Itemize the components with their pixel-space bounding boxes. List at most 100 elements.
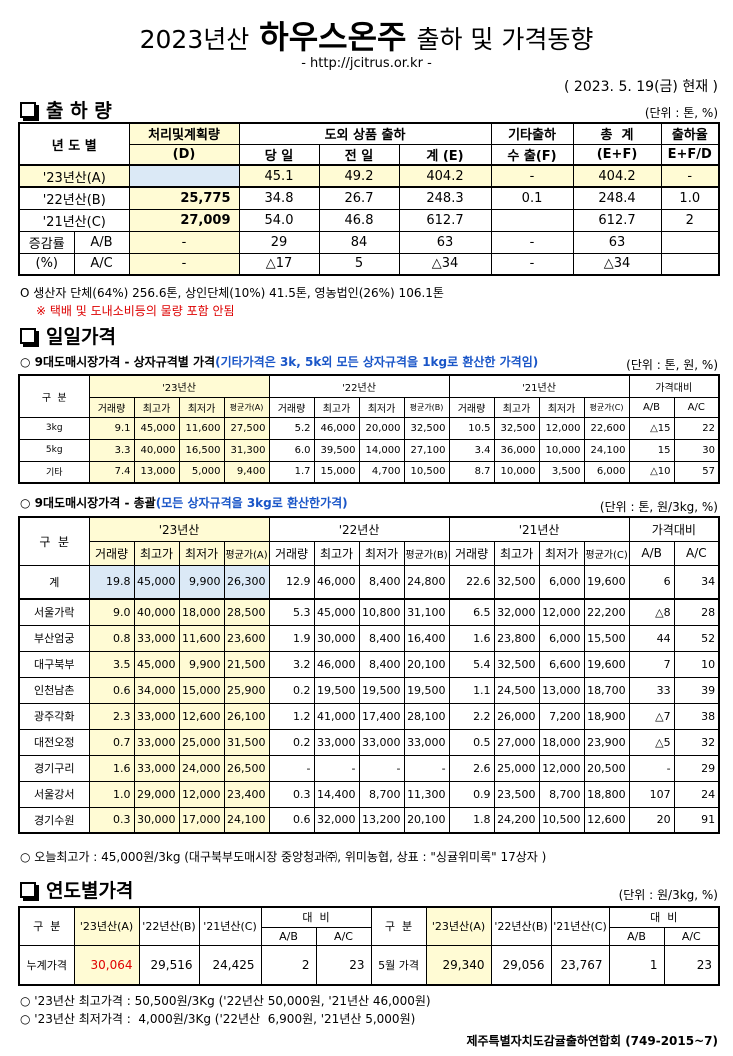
table-cell: 1.1	[448, 676, 495, 704]
note: ※ 택배 및 도내소비등의 물량 포함 안됨	[36, 304, 235, 318]
title-rest: 출하 및 가격동향	[416, 25, 594, 54]
header-cell: 평균가(B)	[403, 396, 450, 418]
header-cell: '22년산	[268, 374, 450, 398]
title: 2023년산 하우스온주 출하 및 가격동향	[0, 12, 733, 58]
header-row: A/B A/C A/B A/C	[19, 926, 720, 946]
table-cell: 19,500	[358, 676, 405, 704]
box-price-table: 구 분 '23년산 '22년산 '21년산 가격대비 거래량 최고가 최저가 평균가(A) 거래량…	[18, 374, 720, 484]
table-cell: 23,600	[223, 624, 270, 652]
table-cell: 1.6	[448, 624, 495, 652]
header-cell: 평균가(C)	[583, 540, 630, 566]
table-cell: 18,800	[583, 780, 630, 808]
table-cell: 45,000	[133, 564, 180, 600]
table: 구 분 '23년산 '22년산 '21년산 가격대비 거래량 최고가 최저가 평균가(A) 거래량…	[18, 516, 721, 834]
table-cell: 17,400	[358, 702, 405, 730]
header-cell: '21년산	[448, 374, 630, 398]
header-cell: '23년산(A)	[425, 906, 492, 946]
table-cell: 0.7	[88, 728, 135, 756]
header-cell: 최고가	[313, 396, 360, 418]
table-cell: 10,000	[493, 460, 540, 484]
table-cell: 9,400	[223, 460, 270, 484]
table-cell: 6,000	[538, 564, 585, 600]
table-cell: 22,200	[583, 598, 630, 626]
header-cell: 거래량	[88, 540, 135, 566]
table-cell: 12,000	[178, 780, 225, 808]
table-cell: -	[628, 754, 675, 782]
table-cell: 26,100	[223, 702, 270, 730]
table-cell: 29,516	[138, 944, 200, 986]
data-row: 대구북부 3.5 45,000 9,900 21,500 3.2 46,000 8,400 20…	[18, 650, 720, 678]
table-cell: 11,300	[403, 780, 450, 808]
table-cell: 2.3	[88, 702, 135, 730]
header-row: 거래량 최고가 최저가 평균가(A) 거래량 최고가 최저가 평균가(B) 거래량 최고가 최저가 평…	[19, 540, 720, 566]
table-cell: 248.4	[572, 186, 662, 210]
table-cell: △7	[628, 702, 675, 730]
table-cell: 49.2	[318, 164, 400, 188]
table-cell: 2.2	[448, 702, 495, 730]
header-cell: '21년산(C)	[198, 906, 262, 946]
header-cell: 최고가	[313, 540, 360, 566]
table-cell: 20,000	[358, 416, 405, 440]
table-cell: (%)	[18, 252, 75, 276]
table-cell: 5.2	[268, 416, 315, 440]
table-cell: 24,200	[493, 806, 540, 834]
table-cell: 9,900	[178, 564, 225, 600]
data-row: 부산엄궁 0.8 33,000 11,600 23,600 1.9 30,000 8,400 1…	[18, 624, 720, 652]
table-cell: -	[660, 164, 720, 188]
table-cell: 0.6	[268, 806, 315, 834]
table-cell: △34	[572, 252, 662, 276]
table-cell: 7,200	[538, 702, 585, 730]
header-cell: 최고가	[133, 396, 180, 418]
table-cell: 기타	[18, 460, 90, 484]
header-row: 구 분 '23년산 '22년산 '21년산 가격대비	[18, 374, 720, 418]
header-cell: 대 비	[608, 906, 720, 928]
table-cell: 19,600	[583, 650, 630, 678]
table-cell: 26,300	[223, 564, 270, 600]
header-cell: 평균가(B)	[403, 540, 450, 566]
header-row: 년 도 별 처리및계획량 도외 상품 출하 기타출하 총 계 출하율	[18, 122, 720, 166]
table-cell: 30,000	[313, 624, 360, 652]
table-cell: 1.8	[448, 806, 495, 834]
heading-text: 출 하 량	[46, 100, 112, 122]
table-cell: 6.5	[448, 598, 495, 626]
table-cell: 13,000	[538, 676, 585, 704]
subheading-text: ○ 9대도매시장가격 - 총괄	[20, 496, 156, 510]
table-cell: 서울강서	[18, 780, 90, 808]
header-cell: A/B	[608, 926, 665, 946]
table-cell: 1	[608, 944, 665, 986]
table-cell: 7.4	[88, 460, 135, 484]
table-cell: 24	[673, 780, 720, 808]
table-cell: 54.0	[238, 208, 320, 232]
header-cell: A/B	[260, 926, 317, 946]
table-cell: 25,900	[223, 676, 270, 704]
header-cell: '21년산	[448, 516, 630, 542]
table-cell: 8,400	[358, 650, 405, 678]
header-cell: 최저가	[358, 540, 405, 566]
table-cell: 16,500	[178, 438, 225, 462]
table-cell: 13,200	[358, 806, 405, 834]
table-cell: 40,000	[133, 598, 180, 626]
title-year: 2023년산	[139, 25, 250, 54]
table-cell: 41,000	[313, 702, 360, 730]
table-cell: 23,767	[550, 944, 610, 986]
unit: (단위 : 원/3kg, %)	[618, 888, 718, 902]
table-cell: 3kg	[18, 416, 90, 440]
subheading-note: (모든 상자규격을 3kg로 환산한가격)	[155, 496, 348, 510]
header-cell: 년 도 별	[18, 122, 130, 166]
table-cell: 30	[673, 438, 720, 462]
table-cell: 증감률	[18, 230, 75, 254]
header-cell: 거래량	[88, 396, 135, 418]
header-cell: 가격대비	[628, 374, 720, 398]
table-cell: 46,000	[313, 650, 360, 678]
table-cell: 22.6	[448, 564, 495, 600]
data-row: 광주각화 2.3 33,000 12,600 26,100 1.2 41,000 17,400…	[18, 702, 720, 730]
table-cell: 63	[572, 230, 662, 254]
table-cell: 6	[628, 564, 675, 600]
table-cell: 3.3	[88, 438, 135, 462]
table-cell: 2	[660, 208, 720, 232]
table-cell: 32,500	[493, 564, 540, 600]
